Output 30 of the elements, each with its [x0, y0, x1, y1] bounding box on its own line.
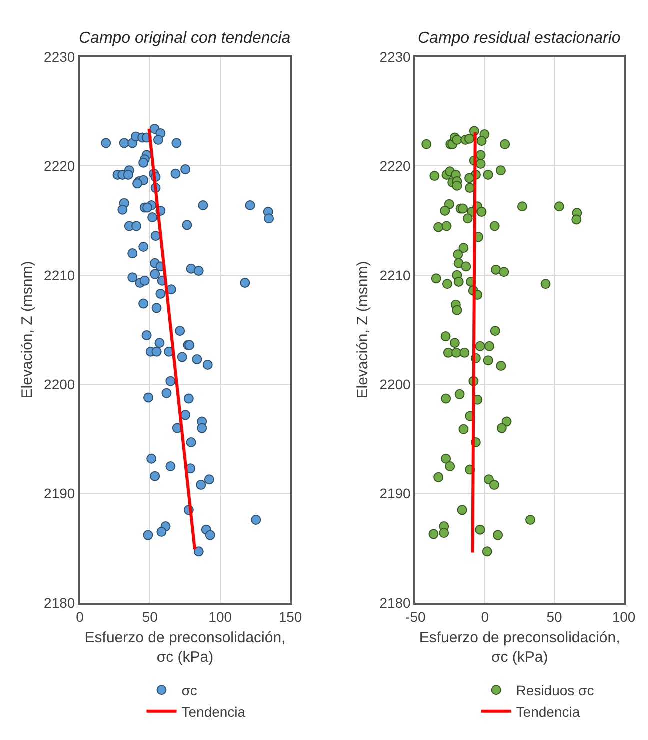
y-tick-label: 2210 — [380, 267, 412, 284]
x-tick-label: 0 — [76, 608, 84, 625]
y-tick-label: 2180 — [380, 594, 412, 611]
x-tick-label: 50 — [142, 608, 158, 625]
y-tick-label: 2230 — [380, 48, 412, 65]
x-tick-label: 100 — [612, 608, 636, 625]
x-tick-label: 100 — [208, 608, 232, 625]
x-tick-label: 0 — [481, 608, 490, 625]
x-axis-title: Esfuerzo de preconsolidación, σc (kPa) — [84, 629, 286, 666]
y-tick-label: 2190 — [380, 486, 412, 502]
legend-label: Residuos σc — [516, 682, 594, 699]
x-axis-title: Esfuerzo de preconsolidación, σc (kPa) — [419, 629, 620, 666]
y-axis-title: Elevación, Z (msnm) — [354, 261, 372, 399]
x-tick-label: -50 — [406, 608, 426, 625]
x-tick-label: 50 — [546, 608, 563, 625]
y-tick-label: 2190 — [44, 486, 76, 502]
chart-title: Campo residual estacionario — [418, 30, 621, 47]
y-tick-label: 2210 — [44, 267, 76, 284]
x-tick-label: 150 — [278, 608, 302, 625]
legend-label: Tendencia — [516, 704, 580, 720]
y-tick-label: 2200 — [44, 376, 76, 392]
y-tick-label: 2180 — [44, 594, 76, 611]
legend-label: Tendencia — [182, 704, 246, 720]
y-tick-label: 2200 — [380, 376, 412, 392]
y-tick-label: 2220 — [44, 158, 76, 174]
chart-title: Campo original con tendencia — [79, 30, 291, 47]
y-tick-label: 2230 — [44, 48, 76, 65]
legend-label: σc — [182, 682, 198, 699]
y-tick-label: 2220 — [380, 158, 412, 174]
y-axis-title: Elevación, Z (msnm) — [18, 261, 36, 399]
